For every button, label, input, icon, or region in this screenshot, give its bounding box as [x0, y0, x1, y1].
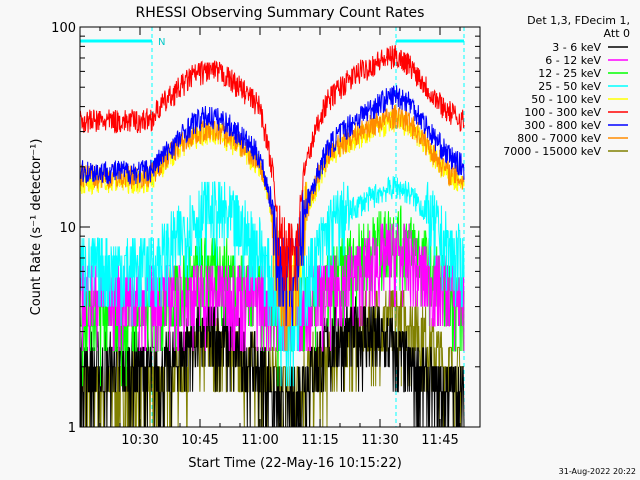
legend-label: 6 - 12 keV — [545, 54, 601, 67]
y-tick-label: 100 — [51, 21, 76, 36]
legend-header-detectors: Det 1,3, FDecim 1, — [527, 14, 630, 27]
legend-header-attenuator: Att 0 — [604, 27, 630, 40]
legend-label: 800 - 7000 keV — [517, 132, 601, 145]
chart-title: RHESSI Observing Summary Count Rates — [136, 5, 425, 21]
legend-label: 25 - 50 keV — [538, 80, 601, 93]
series-line-100-to-300kev — [79, 45, 465, 291]
y-tick-label: 1 — [68, 421, 76, 436]
x-tick-label: 11:00 — [241, 433, 278, 448]
x-tick-label: 10:30 — [121, 433, 158, 448]
legend-label: 300 - 800 keV — [524, 119, 601, 132]
y-tick-label: 10 — [59, 221, 76, 236]
series-line-25-to-50kev — [79, 176, 465, 387]
x-tick-label: 11:30 — [361, 433, 398, 448]
legend-label: 7000 - 15000 keV — [503, 145, 601, 158]
footer-date: 31-Aug-2022 20:22 — [559, 467, 636, 476]
series-lines — [79, 45, 465, 428]
y-axis-label: Count Rate (s⁻¹ detector⁻¹) — [29, 139, 44, 316]
night-annotation-n: N — [158, 37, 165, 48]
series-line-300-to-800kev — [79, 85, 465, 327]
x-axis-label: Start Time (22-May-16 10:15:22) — [188, 456, 402, 471]
series-line-3-to-6kev — [79, 296, 465, 428]
y-axis-ticks: 1 10 100 — [51, 21, 480, 436]
legend-label: 12 - 25 keV — [538, 67, 601, 80]
x-tick-label: 11:45 — [421, 433, 458, 448]
legend-label: 50 - 100 keV — [531, 93, 601, 106]
legend-label: 100 - 300 keV — [524, 106, 601, 119]
plot-area: 10:30 10:45 11:00 11:15 11:30 11:45 1 10 100 N — [51, 21, 481, 448]
x-tick-label: 11:15 — [301, 433, 338, 448]
x-axis-ticks: 10:30 10:45 11:00 11:15 11:30 11:45 — [99, 27, 461, 448]
x-tick-label: 10:45 — [181, 433, 218, 448]
legend-label: 3 - 6 keV — [552, 41, 601, 54]
